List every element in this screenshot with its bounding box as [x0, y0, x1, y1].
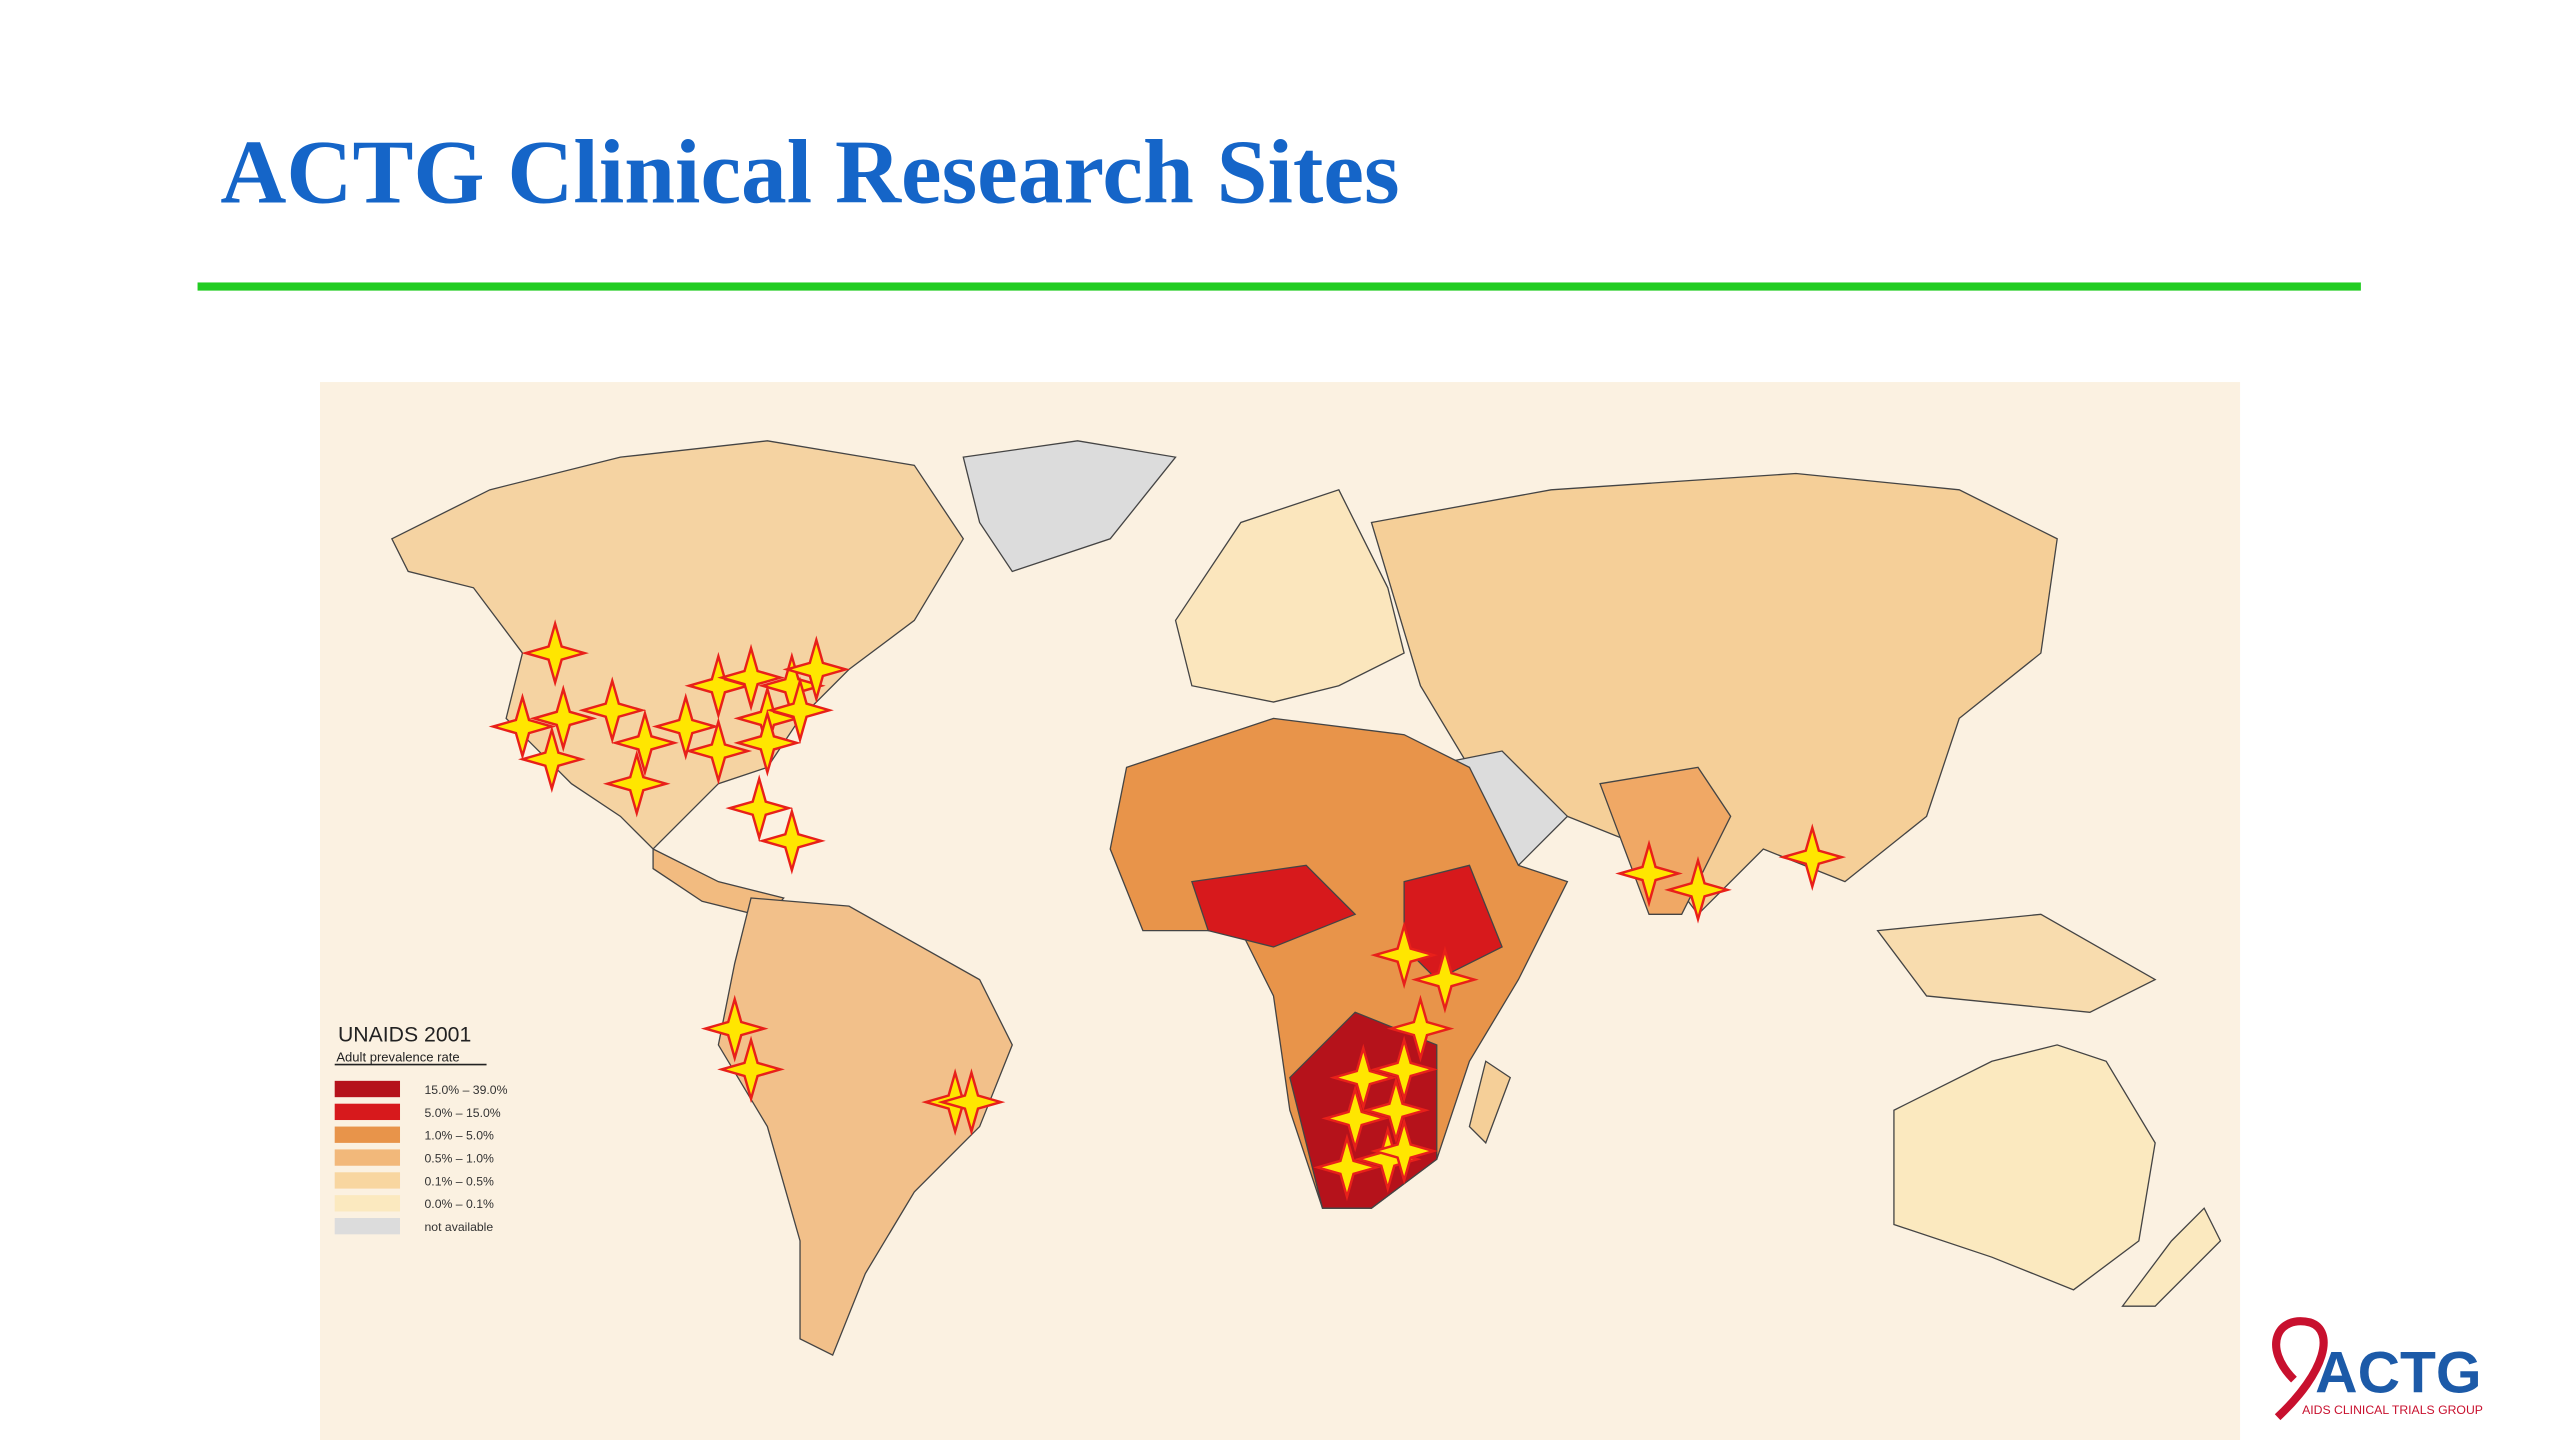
legend-label: 15.0% – 39.0% — [425, 1083, 508, 1097]
site-star — [1386, 994, 1455, 1063]
legend-swatch — [334, 1172, 401, 1189]
site-star — [1370, 1117, 1438, 1185]
legend-label: 0.1% – 0.5% — [425, 1174, 494, 1188]
site-star — [1664, 855, 1732, 924]
logo-name: ACTG — [2315, 1341, 2481, 1406]
legend-subtitle: Adult prevalence rate — [336, 1049, 459, 1064]
legend-title: UNAIDS 2001 — [338, 1024, 471, 1047]
madagascar — [1468, 1060, 1512, 1145]
site-star — [733, 709, 802, 777]
legend-swatch — [334, 1103, 401, 1121]
site-star — [651, 692, 720, 761]
legend: UNAIDS 2001 Adult prevalence rate 15.0% … — [334, 1024, 508, 1235]
new-zealand — [2121, 1207, 2222, 1307]
logo-ribbon — [2272, 1317, 2328, 1421]
slide-title: ACTG Clinical Research Sites — [220, 121, 1399, 222]
site-star — [1329, 1043, 1398, 1112]
legend-swatch — [334, 1126, 401, 1143]
legend-swatch — [334, 1217, 401, 1235]
slide-content: ACTG Clinical Research Sites UNAIDS 2001… — [197, 121, 2483, 1440]
europe — [1174, 489, 1405, 703]
site-star — [766, 676, 834, 745]
site-star — [1370, 921, 1438, 989]
site-star — [1411, 945, 1479, 1014]
site-star — [684, 717, 753, 785]
site-star — [937, 1068, 1006, 1136]
site-star — [602, 749, 671, 818]
site-star — [758, 806, 826, 875]
site-star — [717, 1035, 785, 1104]
site-star — [1778, 823, 1847, 892]
site-markers — [488, 619, 1847, 1202]
site-star — [1313, 1133, 1381, 1202]
site-star — [578, 676, 647, 745]
site-star — [782, 635, 851, 704]
legend-swatch — [334, 1195, 401, 1212]
site-star — [717, 643, 785, 712]
site-star — [725, 774, 794, 843]
site-star — [700, 994, 769, 1063]
australia — [1893, 1044, 2156, 1291]
legend-items: 15.0% – 39.0% 5.0% – 15.0% 1.0% – 5.0% 0.5%… — [334, 1080, 508, 1235]
site-star — [1615, 839, 1683, 908]
site-star — [1370, 1035, 1438, 1104]
legend-label: 0.0% – 0.1% — [425, 1197, 494, 1211]
site-star — [1362, 1076, 1430, 1145]
legend-swatch — [334, 1149, 401, 1166]
legend-label: 5.0% – 15.0% — [425, 1106, 501, 1120]
legend-label: 0.5% – 1.0% — [425, 1151, 494, 1165]
logo-tagline: AIDS CLINICAL TRIALS GROUP — [2302, 1403, 2483, 1417]
site-star — [1321, 1084, 1389, 1153]
southeast-asia — [1876, 913, 2157, 1013]
title-rule — [197, 282, 2361, 291]
site-star — [529, 684, 598, 753]
greenland — [962, 440, 1177, 573]
legend-label: not available — [425, 1220, 494, 1234]
site-star — [518, 725, 586, 794]
legend-label: 1.0% – 5.0% — [425, 1129, 494, 1143]
site-star — [521, 619, 589, 687]
south-america — [717, 897, 1013, 1357]
west-africa — [1191, 864, 1357, 948]
site-star — [488, 692, 557, 761]
legend-swatch — [334, 1080, 401, 1098]
logo: ACTG AIDS CLINICAL TRIALS GROUP — [2272, 1317, 2483, 1421]
site-star — [611, 709, 679, 777]
